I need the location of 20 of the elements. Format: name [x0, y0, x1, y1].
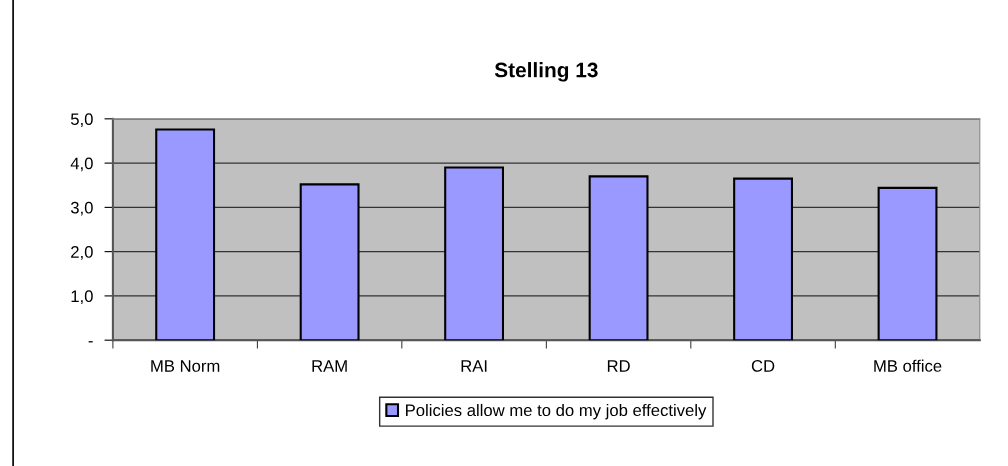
- bar: [299, 183, 360, 341]
- x-tick-label: RD: [607, 360, 630, 372]
- x-tick-label: RAM: [312, 360, 347, 372]
- x-tick-label: MB office: [874, 359, 942, 372]
- x-tick-label: CD: [751, 360, 775, 372]
- y-tick-label: 5,0: [70, 113, 93, 127]
- bar: [588, 175, 649, 341]
- y-tick-label: -: [88, 341, 93, 343]
- bar: [444, 166, 505, 341]
- y-tick-label: 3,0: [70, 201, 93, 216]
- x-tick-label: MB Norm: [151, 360, 220, 372]
- x-tick-label: RAI: [461, 360, 487, 372]
- legend-label: Policies allow me to do my job effectively: [406, 403, 707, 420]
- bar: [733, 177, 793, 341]
- y-tick-label: 2,0: [71, 246, 93, 260]
- bar: [155, 128, 216, 341]
- y-tick-label: 1,0: [71, 290, 93, 305]
- chart-title: Stelling 13: [494, 62, 598, 82]
- y-tick-label: 4,0: [70, 157, 93, 172]
- bar: [877, 186, 938, 341]
